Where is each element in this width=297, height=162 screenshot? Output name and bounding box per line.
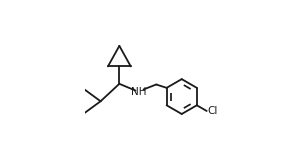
Text: NH: NH (131, 87, 146, 97)
Text: Cl: Cl (207, 106, 218, 116)
